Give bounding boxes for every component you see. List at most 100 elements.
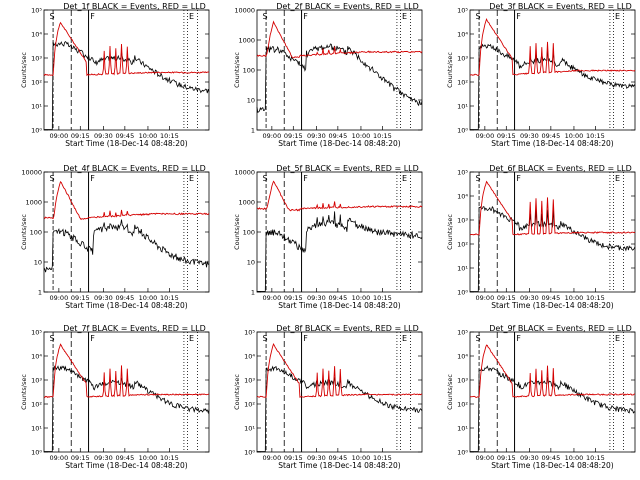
x-axis-label: Start Time (18-Dec-14 08:48:20) (491, 461, 613, 470)
y-tick-label: 10¹ (244, 425, 255, 433)
y-axis-label: Counts/sec (20, 52, 28, 88)
y-tick-label: 10¹ (457, 425, 468, 433)
y-tick-label: 10000 (234, 7, 255, 15)
x-tick-label: 10:00 (565, 294, 584, 302)
panel-det-8f: Det_8f BLACK = Events, RED = LLD 10⁰ 10¹ 10… (233, 324, 423, 470)
y-axis-label: Counts/sec (446, 374, 454, 410)
x-tick-label: 10:00 (565, 454, 584, 462)
x-tick-label: 10:15 (160, 294, 179, 302)
y-tick-label: 10³ (31, 377, 42, 385)
panel-title: Det_7f BLACK = Events, RED = LLD (63, 324, 206, 333)
y-axis-label: Counts/sec (233, 214, 241, 250)
x-axis-label: Start Time (18-Dec-14 08:48:20) (491, 139, 613, 148)
y-tick-label: 10² (457, 241, 468, 249)
lld-series-line (256, 20, 423, 59)
x-axis-label: Start Time (18-Dec-14 08:48:20) (278, 461, 400, 470)
y-tick-label: 1 (251, 127, 255, 135)
x-tick-label: 09:45 (115, 294, 134, 302)
y-tick-label: 10⁵ (457, 7, 468, 15)
y-tick-label: 10⁴ (31, 31, 42, 39)
y-tick-label: 10 (247, 259, 255, 267)
interval-marker-f: F (90, 12, 95, 21)
y-tick-label: 1000 (238, 37, 255, 45)
interval-marker-e: E (615, 12, 620, 21)
x-tick-label: 10:00 (139, 454, 158, 462)
x-tick-label: 09:30 (94, 294, 113, 302)
interval-marker-e: E (189, 12, 194, 21)
x-axis-label: Start Time (18-Dec-14 08:48:20) (278, 139, 400, 148)
interval-marker-e: E (615, 334, 620, 343)
y-tick-label: 10⁴ (31, 353, 42, 361)
interval-marker-f: F (303, 334, 308, 343)
x-tick-label: 10:15 (373, 132, 392, 140)
events-series-line (257, 211, 423, 292)
x-tick-label: 09:45 (328, 454, 347, 462)
y-tick-label: 10² (457, 401, 468, 409)
y-tick-label: 10⁰ (457, 449, 468, 457)
panel-det-7f: Det_7f BLACK = Events, RED = LLD 10⁰ 10¹ 10… (20, 324, 210, 470)
y-axis-label: Counts/sec (20, 214, 28, 250)
x-tick-label: 09:15 (71, 454, 90, 462)
y-tick-label: 100 (30, 229, 42, 237)
panel-det-9f: Det_9f BLACK = Events, RED = LLD 10⁰ 10¹ 10… (446, 324, 636, 470)
y-tick-label: 10² (244, 401, 255, 409)
interval-marker-s: S (50, 334, 55, 343)
y-tick-label: 10⁵ (31, 329, 42, 337)
plot-frame (469, 331, 636, 453)
x-tick-label: 10:00 (565, 132, 584, 140)
x-tick-label: 09:45 (115, 454, 134, 462)
events-series-line (256, 43, 423, 113)
interval-marker-f: F (516, 334, 521, 343)
y-tick-label: 1 (251, 289, 255, 297)
interval-marker-f: F (303, 174, 308, 183)
interval-marker-f: F (303, 12, 308, 21)
interval-marker-s: S (263, 12, 268, 21)
plot-frame (43, 9, 210, 131)
y-tick-label: 10⁵ (457, 169, 468, 177)
x-tick-label: 10:00 (139, 132, 158, 140)
lld-series-line (469, 18, 636, 76)
x-tick-label: 10:00 (352, 294, 371, 302)
interval-marker-s: S (50, 174, 55, 183)
x-tick-label: 09:45 (541, 132, 560, 140)
y-tick-label: 10² (31, 79, 42, 87)
x-tick-label: 09:15 (497, 132, 516, 140)
x-tick-label: 09:15 (497, 294, 516, 302)
x-tick-label: 09:30 (307, 132, 326, 140)
x-tick-label: 09:00 (49, 294, 68, 302)
x-tick-label: 09:45 (541, 454, 560, 462)
y-tick-label: 10¹ (31, 103, 42, 111)
x-tick-label: 09:00 (475, 294, 494, 302)
panel-det-1f: Det_1f BLACK = Events, RED = LLD 10⁰ 10¹ 10… (20, 2, 210, 148)
lld-series-line (43, 21, 210, 77)
x-tick-label: 10:00 (352, 132, 371, 140)
x-tick-label: 09:00 (475, 132, 494, 140)
plot-frame (43, 331, 210, 453)
y-tick-label: 10¹ (457, 265, 468, 273)
y-tick-label: 10³ (457, 377, 468, 385)
panel-det-2f: Det_2f BLACK = Events, RED = LLD 1 10 100 10… (233, 2, 423, 148)
y-tick-label: 1000 (25, 199, 42, 207)
y-axis-label: Counts/sec (446, 52, 454, 88)
x-tick-label: 09:30 (307, 294, 326, 302)
x-axis-label: Start Time (18-Dec-14 08:48:20) (65, 301, 187, 310)
interval-marker-s: S (476, 174, 481, 183)
lld-series-line (469, 344, 636, 398)
x-tick-label: 09:30 (94, 132, 113, 140)
x-tick-label: 09:00 (475, 454, 494, 462)
lld-series-line (469, 180, 636, 236)
y-tick-label: 10 (247, 97, 255, 105)
x-tick-label: 09:15 (71, 294, 90, 302)
x-tick-label: 10:15 (160, 454, 179, 462)
panel-title: Det_6f BLACK = Events, RED = LLD (489, 164, 632, 173)
x-tick-label: 09:00 (262, 294, 281, 302)
x-tick-label: 10:15 (586, 294, 605, 302)
y-tick-label: 10³ (457, 55, 468, 63)
interval-marker-s: S (476, 334, 481, 343)
x-tick-label: 10:15 (586, 454, 605, 462)
y-tick-label: 10⁵ (244, 329, 255, 337)
events-series-line (44, 41, 210, 130)
x-tick-label: 09:30 (520, 454, 539, 462)
y-tick-label: 10⁵ (31, 7, 42, 15)
